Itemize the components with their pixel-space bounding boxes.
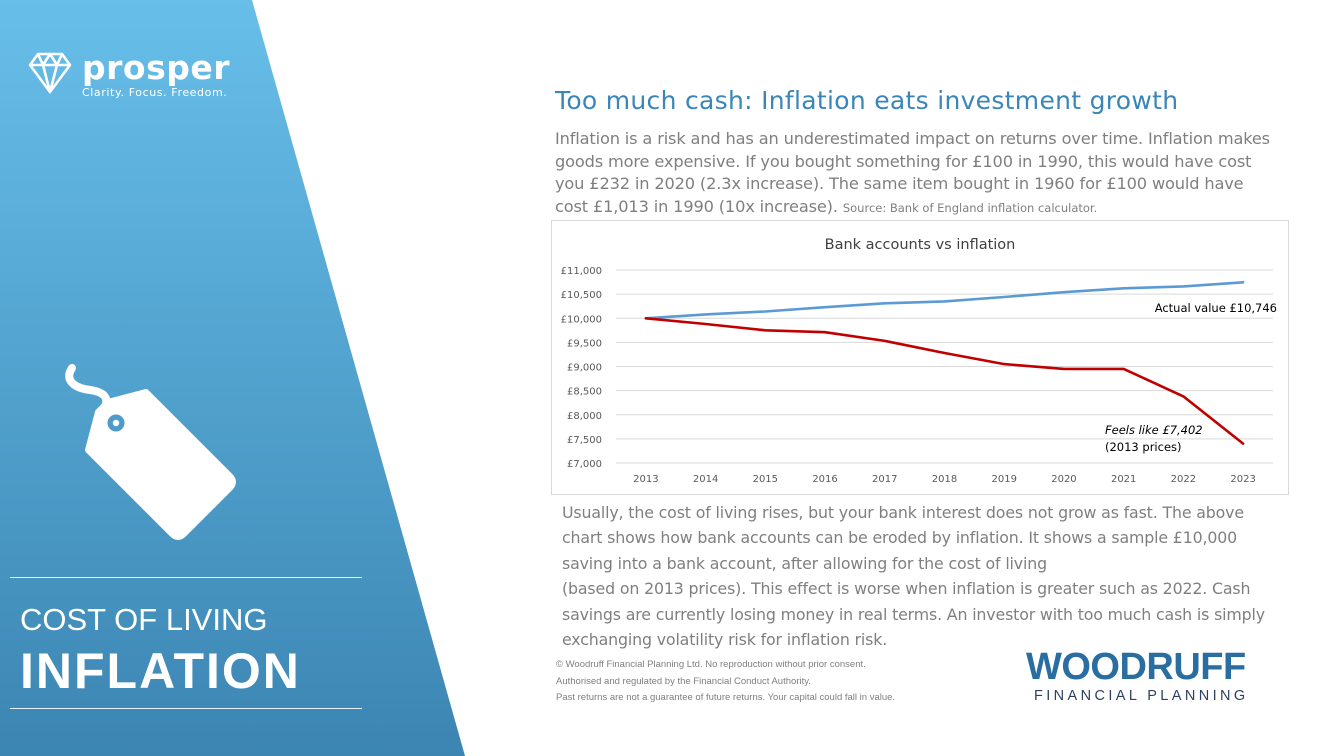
topic-title: INFLATION	[20, 643, 301, 699]
x-tick-label: 2014	[693, 474, 718, 485]
divider-top	[10, 577, 362, 578]
y-tick-label: £8,500	[567, 387, 602, 398]
y-tick-label: £10,000	[561, 314, 602, 325]
y-tick-label: £9,500	[567, 338, 602, 349]
x-tick-label: 2016	[812, 474, 837, 485]
chart-title: Bank accounts vs inflation	[825, 237, 1016, 253]
body-text: Usually, the cost of living rises, but y…	[562, 500, 1277, 652]
divider-bottom	[10, 708, 362, 709]
price-tag-icon	[60, 360, 250, 554]
x-tick-label: 2019	[992, 474, 1017, 485]
y-tick-label: £7,000	[567, 459, 602, 470]
brand-name: prosper	[82, 48, 230, 87]
y-tick-label: £9,000	[567, 363, 602, 374]
left-panel	[0, 0, 470, 756]
x-tick-label: 2021	[1111, 474, 1136, 485]
x-tick-label: 2017	[872, 474, 897, 485]
left-panel-background	[0, 0, 465, 756]
x-tick-label: 2015	[753, 474, 778, 485]
footnotes: © Woodruff Financial Planning Ltd. No re…	[556, 657, 895, 707]
brand-tagline: Clarity. Focus. Freedom.	[82, 86, 228, 99]
intro-source: Source: Bank of England inflation calcul…	[842, 200, 1098, 215]
y-tick-label: £10,500	[561, 290, 602, 301]
annotation-2013-prices: (2013 prices)	[1105, 440, 1182, 454]
footnote-risk-warning: Past returns are not a guarantee of futu…	[556, 692, 896, 703]
x-tick-label: 2018	[932, 474, 957, 485]
x-tick-label: 2023	[1230, 474, 1255, 485]
headline: Too much cash: Inflation eats investment…	[555, 86, 1179, 115]
prosper-logo[interactable]: prosper Clarity. Focus. Freedom.	[28, 50, 230, 99]
intro-paragraph: Inflation is a risk and has an underesti…	[555, 128, 1275, 219]
intro-text: Inflation is a risk and has an underesti…	[555, 129, 1270, 216]
y-tick-label: £11,000	[561, 266, 602, 277]
body-paragraph-2: (based on 2013 prices). This effect is w…	[562, 579, 1265, 650]
diamond-icon	[28, 52, 72, 94]
body-paragraph-1: Usually, the cost of living rises, but y…	[562, 503, 1244, 573]
topic-label: COST OF LIVING	[20, 602, 268, 637]
line-chart: Bank accounts vs inflation £7,000 £7,500 £…	[561, 237, 1277, 485]
x-tick-label: 2020	[1051, 474, 1076, 485]
series-line-actual-value	[644, 280, 1245, 320]
footnote-copyright: © Woodruff Financial Planning Ltd. No re…	[556, 659, 866, 670]
series-line-real-value	[644, 317, 1245, 445]
x-tick-label: 2013	[633, 474, 658, 485]
footnote-regulation: Authorised and regulated by the Financia…	[556, 675, 811, 687]
chart-container: Bank accounts vs inflation £7,000 £7,500 £…	[551, 220, 1289, 495]
x-tick-label: 2022	[1171, 474, 1196, 485]
y-tick-label: £8,000	[567, 411, 602, 422]
y-tick-label: £7,500	[567, 435, 602, 446]
woodruff-logo[interactable]: WOODRUFF FINANCIAL PLANNING	[1026, 647, 1288, 704]
annotation-feels-like: Feels like £7,402	[1105, 423, 1203, 437]
annotation-actual-value: Actual value £10,746	[1155, 301, 1277, 315]
woodruff-subtitle: FINANCIAL PLANNING	[1034, 688, 1249, 704]
woodruff-name: WOODRUFF	[1026, 646, 1246, 688]
